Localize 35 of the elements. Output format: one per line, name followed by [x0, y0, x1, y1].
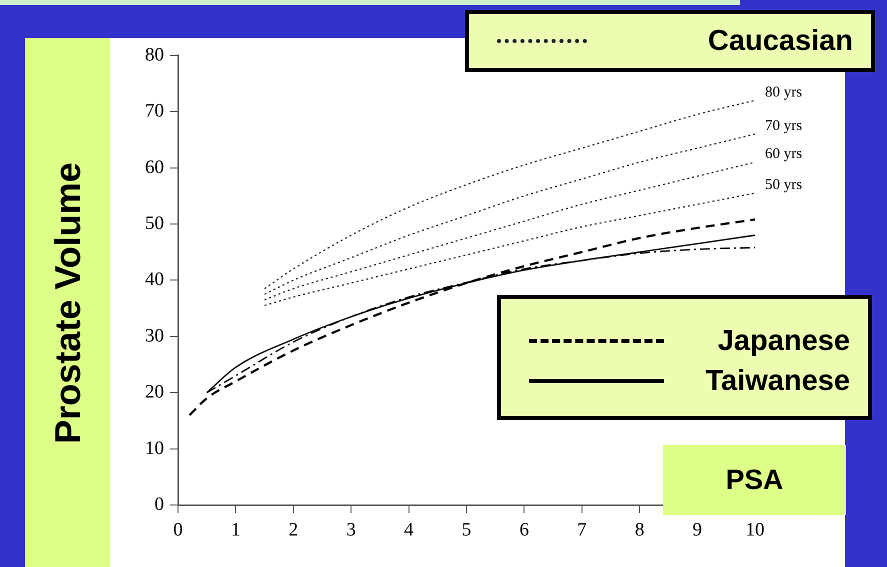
x-tick-label: 6: [519, 519, 529, 540]
label-panel: PSA: [663, 445, 846, 515]
x-tick-label: 3: [346, 519, 356, 540]
legend-label: Japanese: [718, 324, 850, 358]
series-label: 60 yrs: [765, 146, 802, 162]
series-label: 70 yrs: [765, 118, 802, 134]
x-tick-label: 7: [577, 519, 587, 540]
x-tick-label: 2: [288, 519, 298, 540]
y-tick-label: 80: [145, 44, 164, 66]
y-tick-label: 50: [145, 212, 164, 234]
label-panel: Prostate Volume: [25, 38, 110, 567]
y-tick-label: 10: [145, 438, 164, 459]
line-series: [264, 133, 755, 295]
y-tick-label: 60: [145, 156, 164, 178]
series-label: 50 yrs: [765, 177, 802, 194]
y-tick-label: 70: [145, 100, 164, 122]
x-tick-label: 0: [173, 519, 183, 540]
legend-label: Taiwanese: [705, 364, 850, 398]
y-tick-label: 40: [145, 269, 164, 290]
line-series: [264, 162, 755, 300]
y-tick-label: 0: [154, 494, 164, 515]
y-tick-label: 20: [145, 382, 164, 403]
line-series: [264, 192, 755, 306]
x-tick-label: 9: [692, 519, 702, 540]
x-tick-label: 5: [462, 519, 472, 540]
x-tick-label: 10: [746, 519, 764, 540]
legend-title: Caucasian: [708, 24, 853, 58]
line-series: [264, 100, 755, 290]
series-label: 80 yrs: [765, 84, 802, 100]
y-tick-label: 30: [145, 325, 164, 346]
y-axis-title: Prostate Volume: [46, 162, 88, 444]
x-tick-label: 8: [634, 519, 644, 540]
x-tick-label: 1: [230, 519, 240, 540]
x-tick-label: 4: [404, 519, 414, 540]
key-panel: Caucasian: [465, 10, 875, 72]
